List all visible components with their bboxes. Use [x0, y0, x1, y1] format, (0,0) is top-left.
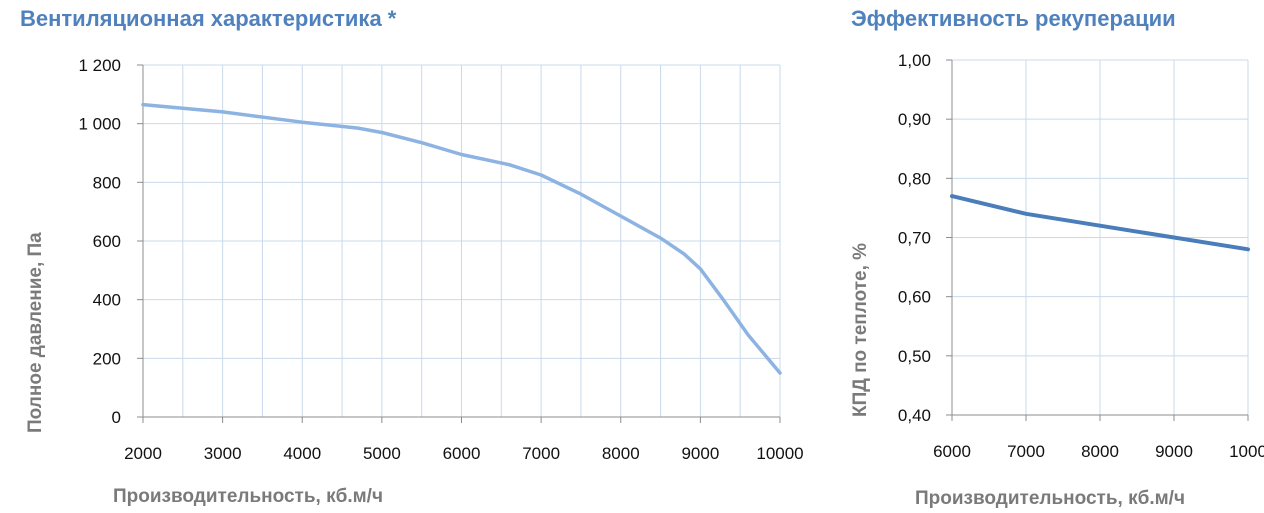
y-tick-label: 1,00 — [898, 51, 931, 70]
x-tick-label: 5000 — [363, 444, 401, 463]
series-line — [141, 102, 782, 375]
x-tick-label: 7000 — [522, 444, 560, 463]
y-tick-label: 0,80 — [898, 169, 931, 188]
chart1-gridlines — [143, 64, 781, 417]
y-tick-label: 1 000 — [78, 115, 121, 134]
x-tick-label: 4000 — [283, 444, 321, 463]
x-tick-label: 6000 — [933, 442, 971, 461]
y-tick-label: 0,90 — [898, 110, 931, 129]
chart2-axes — [946, 59, 1249, 421]
x-tick-label: 3000 — [204, 444, 242, 463]
x-tick-label: 1000 — [1229, 442, 1264, 461]
y-tick-label: 800 — [93, 173, 121, 192]
x-tick-label: 8000 — [602, 444, 640, 463]
y-tick-label: 0,40 — [898, 406, 931, 425]
chart2-title: Эффективность рекуперации — [851, 6, 1176, 31]
y-tick-label: 1 200 — [78, 56, 121, 75]
x-tick-label: 8000 — [1081, 442, 1119, 461]
y-tick-label: 0,70 — [898, 229, 931, 248]
chart2-x-axis-title: Производительность, кб.м/ч — [915, 488, 1185, 509]
x-tick-label: 2000 — [124, 444, 162, 463]
chart1-x-axis-title: Производительность, кб.м/ч — [113, 486, 383, 507]
y-tick-label: 200 — [93, 349, 121, 368]
chart1-axes — [137, 64, 781, 423]
chart1-y-axis-title: Полное давление, Па — [25, 232, 46, 433]
series-line — [950, 194, 1250, 252]
y-tick-label: 600 — [93, 232, 121, 251]
chart2-x-tick-labels: 6000 7000 8000 9000 1000 — [933, 442, 1264, 461]
y-tick-label: 0,60 — [898, 288, 931, 307]
chart1-x-tick-labels: 2000 3000 4000 5000 6000 7000 8000 9000 10000 — [124, 444, 804, 463]
y-tick-label: 0 — [112, 408, 121, 427]
chart2-y-axis-title: КПД по теплоте, % — [850, 243, 871, 417]
chart2-series — [950, 194, 1250, 252]
y-tick-label: 400 — [93, 291, 121, 310]
y-tick-label: 0,50 — [898, 347, 931, 366]
chart1-title: Вентиляционная характеристика * — [20, 6, 397, 31]
chart2-y-tick-labels: 0,40 0,50 0,60 0,70 0,80 0,90 1,00 — [898, 51, 931, 425]
x-tick-label: 6000 — [443, 444, 481, 463]
x-tick-label: 9000 — [681, 444, 719, 463]
x-tick-label: 10000 — [756, 444, 803, 463]
chart1-y-tick-labels: 0 200 400 600 800 1 000 1 200 — [78, 56, 121, 427]
chart2-gridlines — [952, 59, 1249, 415]
x-tick-label: 7000 — [1007, 442, 1045, 461]
chart1-series — [141, 102, 782, 375]
x-tick-label: 9000 — [1155, 442, 1193, 461]
